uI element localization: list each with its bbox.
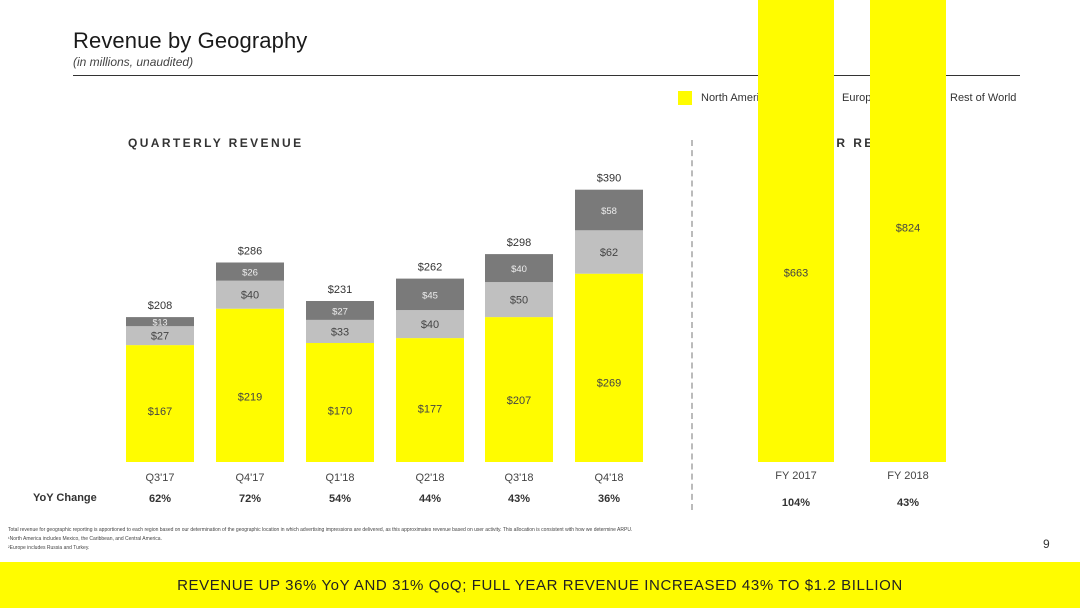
data-label: $207 [507,395,531,407]
bar-segment-europe [126,326,194,346]
bar-segment-europe [485,282,553,318]
footnotes: Total revenue for geographic reporting i… [8,526,908,553]
category-label: FY 2018 [887,470,928,482]
summary-banner-text: REVENUE UP 36% YoY AND 31% QoQ; FULL YEA… [177,576,903,594]
data-label: $45 [422,290,438,301]
bar-segment-europe [216,280,284,309]
total-label: $390 [597,173,621,185]
page-title: Revenue by Geography [73,28,308,53]
total-label: $262 [418,262,442,274]
quarterly-chart-title: QUARTERLY REVENUE [128,136,304,150]
title-rule [73,75,1020,76]
footnote: ²Europe includes Russia and Turkey. [8,545,90,551]
data-label: $663 [784,267,808,279]
footnote: Total revenue for geographic reporting i… [8,527,633,533]
data-label: $170 [328,405,352,417]
category-label: Q1'18 [325,472,354,484]
data-label: $27 [332,306,348,317]
bar-segment-north-america [870,0,946,462]
yoy-change-value: 104% [782,497,810,509]
yoy-row-label: YoY Change [33,492,97,504]
data-label: $40 [421,319,439,331]
bar-segment-north-america [126,345,194,462]
data-label: $58 [601,206,617,217]
total-label: $286 [238,246,262,258]
revenue-chart: $167 $27 $13 $208 Q3'17 62% $219 $40 $26 $286 Q4'1… [126,0,946,509]
total-label: $231 [328,284,352,296]
legend-label: Rest of World [950,92,1017,104]
summary-banner: REVENUE UP 36% YoY AND 31% QoQ; FULL YEA… [0,562,1080,608]
bar-segment-rest-of-world [216,262,284,281]
data-label: $26 [242,268,258,279]
page-subtitle: (in millions, unaudited) [73,55,194,69]
category-label: Q4'17 [235,472,264,484]
yoy-change-value: 54% [329,493,351,505]
data-label: $27 [151,331,169,343]
bar-segment-north-america [575,273,643,462]
bar-segment-europe [396,310,464,339]
category-label: FY 2017 [775,470,816,482]
bar-segment-europe [306,319,374,343]
data-label: $62 [600,247,618,259]
legend-swatch-north-america [678,91,692,105]
data-label: $167 [148,406,172,418]
bar-segment-rest-of-world [396,278,464,311]
section-divider [691,140,693,510]
bar-segment-rest-of-world [306,301,374,320]
yoy-change-value: 62% [149,493,171,505]
total-label: $298 [507,237,531,249]
yoy-change-value: 44% [419,493,441,505]
data-label: $269 [597,378,621,390]
data-label: $33 [331,326,349,338]
category-label: Q2'18 [415,472,444,484]
yoy-change-value: 72% [239,493,261,505]
bar-segment-north-america [396,338,464,462]
category-label: Q3'17 [145,472,174,484]
bar-segment-north-america [216,308,284,462]
data-label: $13 [152,318,167,328]
footnote: ¹North America includes Mexico, the Cari… [8,536,162,542]
bar-segment-north-america [485,317,553,462]
data-label: $824 [896,222,920,234]
page-number: 9 [1043,537,1050,551]
yoy-change-value: 36% [598,493,620,505]
bar-segment-rest-of-world [126,317,194,327]
category-label: Q4'18 [594,472,623,484]
bar-segment-north-america [306,343,374,462]
total-label: $208 [148,300,172,312]
data-label: $40 [511,264,527,275]
bar-segment-rest-of-world [575,189,643,231]
bar-segment-north-america [758,0,834,463]
data-label: $177 [418,403,442,415]
data-label: $219 [238,392,262,404]
yoy-change-value: 43% [897,497,919,509]
legend-label: North America¹ [701,92,775,104]
legend-item-north-america: North America¹ [678,91,774,105]
data-label: $50 [510,295,528,307]
data-label: $40 [241,290,259,302]
bar-segment-rest-of-world [485,254,553,283]
bar-segment-europe [575,230,643,274]
yoy-change-value: 43% [508,493,530,505]
category-label: Q3'18 [504,472,533,484]
